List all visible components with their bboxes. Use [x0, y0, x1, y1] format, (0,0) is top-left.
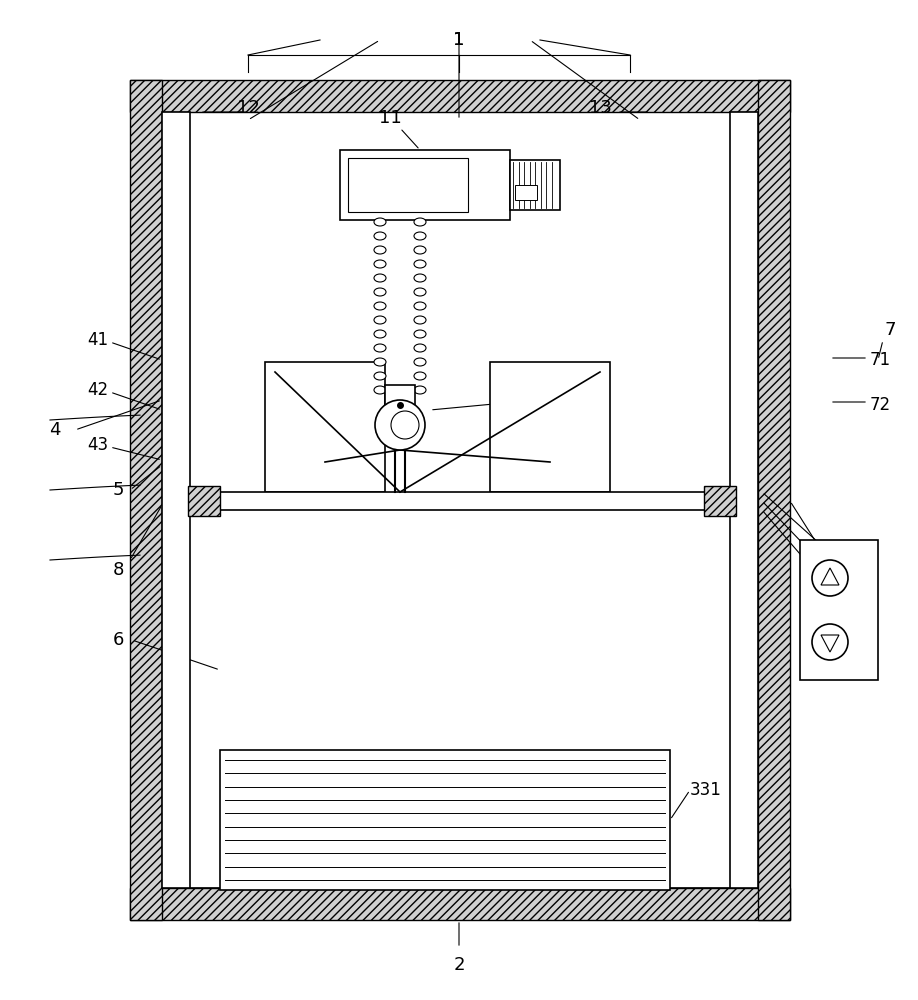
- Ellipse shape: [414, 358, 426, 366]
- Ellipse shape: [374, 302, 386, 310]
- Text: 331: 331: [690, 781, 722, 799]
- Bar: [510, 160, 560, 210]
- Ellipse shape: [374, 344, 386, 352]
- Bar: [162, 112, 190, 888]
- Polygon shape: [821, 568, 839, 585]
- Bar: [730, 112, 758, 888]
- Ellipse shape: [374, 288, 386, 296]
- Ellipse shape: [414, 302, 426, 310]
- Ellipse shape: [414, 316, 426, 324]
- Bar: [340, 150, 510, 220]
- Text: 311: 311: [550, 389, 582, 407]
- Ellipse shape: [374, 274, 386, 282]
- Ellipse shape: [374, 386, 386, 394]
- Ellipse shape: [414, 330, 426, 338]
- Ellipse shape: [414, 232, 426, 240]
- Ellipse shape: [414, 274, 426, 282]
- Bar: [162, 112, 758, 888]
- Bar: [188, 486, 220, 516]
- Bar: [220, 750, 670, 890]
- Ellipse shape: [374, 358, 386, 366]
- Text: 71: 71: [870, 351, 891, 369]
- Bar: [348, 158, 468, 212]
- Bar: [130, 888, 790, 920]
- Ellipse shape: [374, 246, 386, 254]
- Ellipse shape: [374, 372, 386, 380]
- Ellipse shape: [414, 218, 426, 226]
- Text: 72: 72: [870, 396, 891, 414]
- Text: 1: 1: [453, 31, 465, 49]
- Text: 5: 5: [112, 481, 124, 499]
- Text: 12: 12: [237, 99, 260, 117]
- Ellipse shape: [374, 330, 386, 338]
- Circle shape: [375, 400, 425, 450]
- Bar: [758, 80, 790, 920]
- Ellipse shape: [414, 288, 426, 296]
- Bar: [704, 486, 736, 516]
- Text: 2: 2: [453, 956, 465, 974]
- Ellipse shape: [374, 260, 386, 268]
- Bar: [385, 385, 415, 405]
- Bar: [515, 185, 537, 200]
- Text: 11: 11: [378, 109, 401, 127]
- Bar: [190, 492, 730, 510]
- Ellipse shape: [374, 316, 386, 324]
- Text: 32: 32: [840, 591, 861, 609]
- Bar: [490, 362, 610, 492]
- Text: 33: 33: [840, 553, 861, 571]
- Ellipse shape: [374, 232, 386, 240]
- Text: 4: 4: [50, 421, 61, 439]
- Text: 13: 13: [588, 99, 611, 117]
- Ellipse shape: [414, 386, 426, 394]
- Circle shape: [391, 411, 419, 439]
- Text: 8: 8: [112, 561, 124, 579]
- Bar: [265, 362, 385, 492]
- Ellipse shape: [414, 246, 426, 254]
- Text: 42: 42: [87, 381, 108, 399]
- Text: 43: 43: [87, 436, 108, 454]
- Ellipse shape: [414, 372, 426, 380]
- Circle shape: [812, 624, 848, 660]
- Text: 6: 6: [112, 631, 124, 649]
- Bar: [130, 80, 162, 920]
- Text: 3: 3: [852, 571, 864, 589]
- Polygon shape: [821, 635, 839, 652]
- Bar: [130, 80, 790, 112]
- Ellipse shape: [414, 344, 426, 352]
- Text: 41: 41: [87, 331, 108, 349]
- Circle shape: [812, 560, 848, 596]
- Text: 7: 7: [884, 321, 896, 339]
- Ellipse shape: [374, 218, 386, 226]
- Bar: [800, 540, 878, 680]
- Ellipse shape: [414, 260, 426, 268]
- Text: 1: 1: [453, 31, 465, 49]
- Text: 31: 31: [840, 573, 861, 591]
